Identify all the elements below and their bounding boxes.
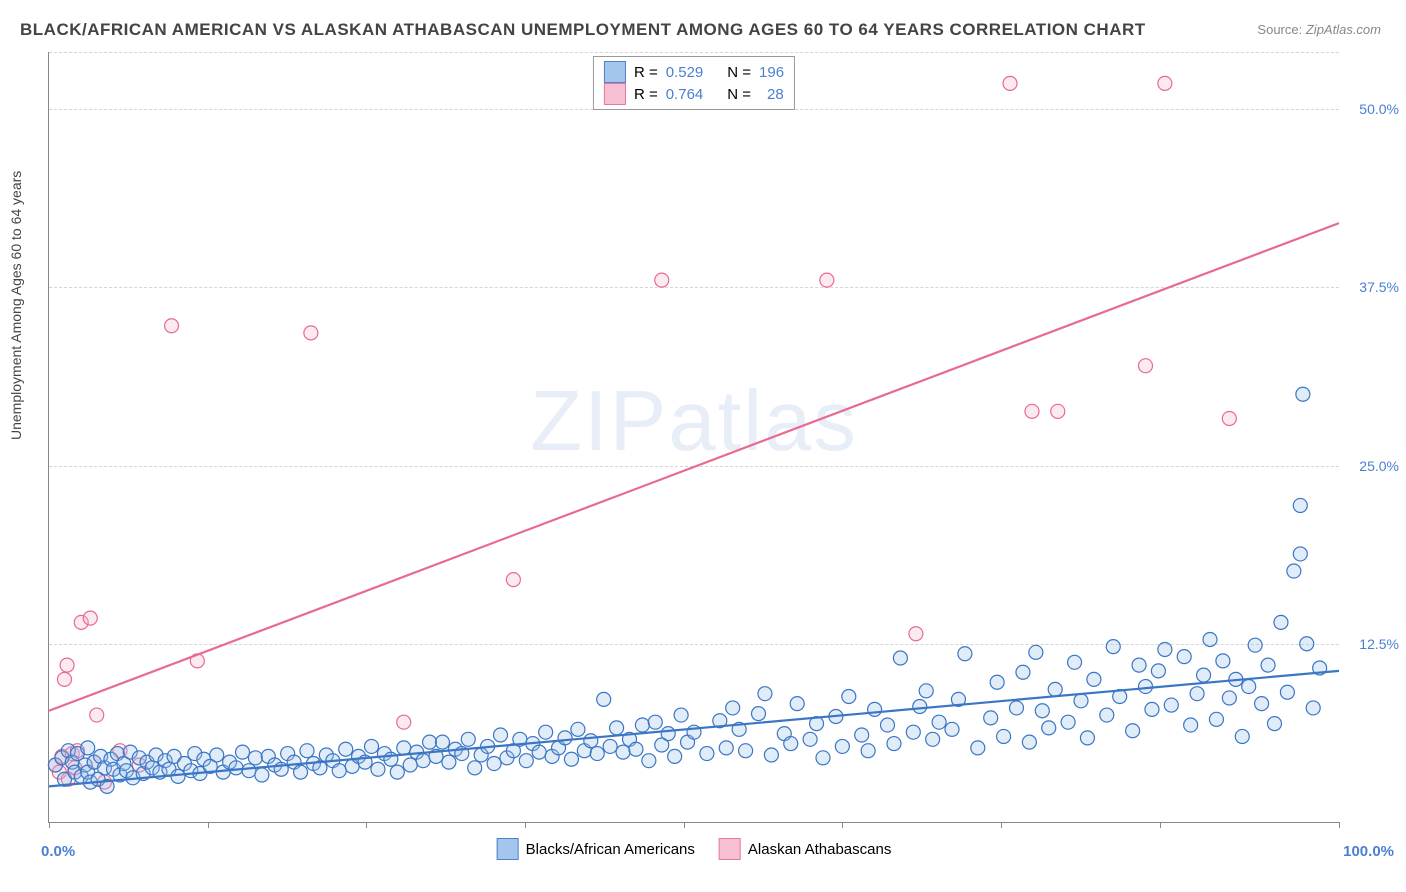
x-axis-max-label: 100.0% — [1343, 843, 1394, 860]
legend-series: Blacks/African Americans Alaskan Athabas… — [497, 838, 892, 860]
plot-area: ZIPatlas 12.5%25.0%37.5%50.0% 0.0% 100.0… — [48, 52, 1339, 823]
legend-n-value-blue: 196 — [759, 64, 784, 81]
legend-n-label: N = — [727, 64, 751, 81]
y-axis-label: Unemployment Among Ages 60 to 64 years — [8, 171, 24, 440]
legend-n-value-pink: 28 — [759, 86, 784, 103]
y-tick-label: 12.5% — [1359, 636, 1399, 652]
legend-item-blue: Blacks/African Americans — [497, 838, 695, 860]
y-tick-label: 37.5% — [1359, 279, 1399, 295]
y-tick-label: 25.0% — [1359, 458, 1399, 474]
legend-r-value-pink: 0.764 — [666, 86, 704, 103]
legend-item-pink: Alaskan Athabascans — [719, 838, 891, 860]
legend-swatch-pink-icon — [719, 838, 741, 860]
y-tick-label: 50.0% — [1359, 101, 1399, 117]
legend-row-blue: R = 0.529 N = 196 — [604, 61, 784, 83]
source-value: ZipAtlas.com — [1306, 22, 1381, 37]
legend-swatch-blue — [604, 61, 626, 83]
source-attribution: Source: ZipAtlas.com — [1257, 22, 1381, 37]
legend-r-label: R = — [634, 86, 658, 103]
chart-title: BLACK/AFRICAN AMERICAN VS ALASKAN ATHABA… — [20, 20, 1146, 40]
legend-row-pink: R = 0.764 N = 28 — [604, 83, 784, 105]
legend-swatch-blue-icon — [497, 838, 519, 860]
legend-swatch-pink — [604, 83, 626, 105]
legend-label-pink: Alaskan Athabascans — [748, 841, 891, 858]
legend-correlation-box: R = 0.529 N = 196 R = 0.764 N = 28 — [593, 56, 795, 110]
legend-r-value-blue: 0.529 — [666, 64, 704, 81]
scatter-series — [49, 52, 1339, 822]
x-axis-min-label: 0.0% — [41, 843, 75, 860]
legend-label-blue: Blacks/African Americans — [526, 841, 695, 858]
legend-n-label: N = — [727, 86, 751, 103]
legend-r-label: R = — [634, 64, 658, 81]
source-label: Source: — [1257, 22, 1302, 37]
